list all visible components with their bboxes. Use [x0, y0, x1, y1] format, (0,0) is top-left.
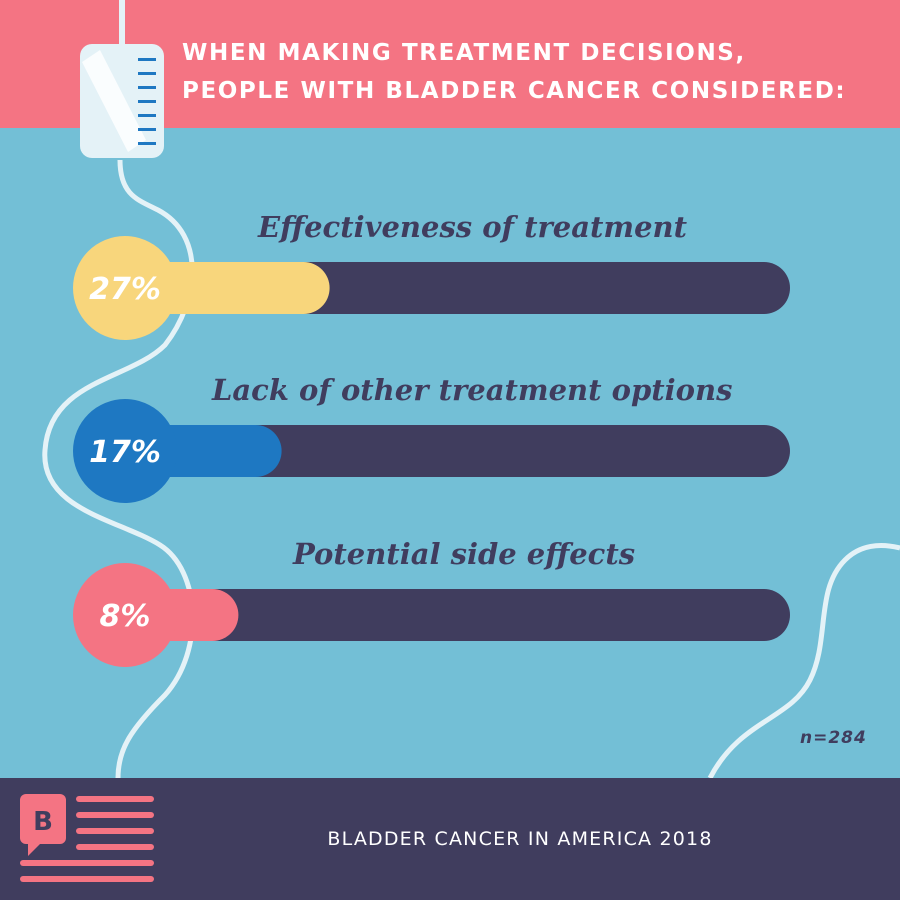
logo-letter: B	[33, 807, 53, 837]
value-label-1: 27%	[89, 272, 161, 307]
category-label-3: Potential side effects	[293, 537, 636, 571]
footer-text: BLADDER CANCER IN AMERICA 2018	[327, 828, 713, 850]
title-line-2: PEOPLE WITH BLADDER CANCER CONSIDERED:	[182, 78, 847, 104]
value-label-3: 8%	[100, 599, 151, 634]
value-circle-1	[73, 236, 177, 340]
iv-tube	[42, 159, 195, 779]
newspaper-logo-icon: B	[20, 794, 154, 882]
value-circle-2	[73, 399, 177, 503]
value-label-2: 17%	[89, 435, 161, 470]
sample-size: n=284	[800, 728, 867, 748]
bar-track-3	[125, 589, 790, 641]
category-label-2: Lack of other treatment options	[212, 373, 733, 407]
title-line-1: WHEN MAKING TREATMENT DECISIONS,	[182, 40, 746, 66]
bar-fill-1	[125, 262, 330, 314]
iv-bag-icon	[80, 0, 164, 158]
value-circle-3	[73, 563, 177, 667]
category-label-1: Effectiveness of treatment	[258, 210, 688, 244]
decorative-curve	[707, 543, 900, 780]
bar-track-2	[125, 425, 790, 477]
page-title: WHEN MAKING TREATMENT DECISIONS, PEOPLE …	[182, 34, 882, 110]
